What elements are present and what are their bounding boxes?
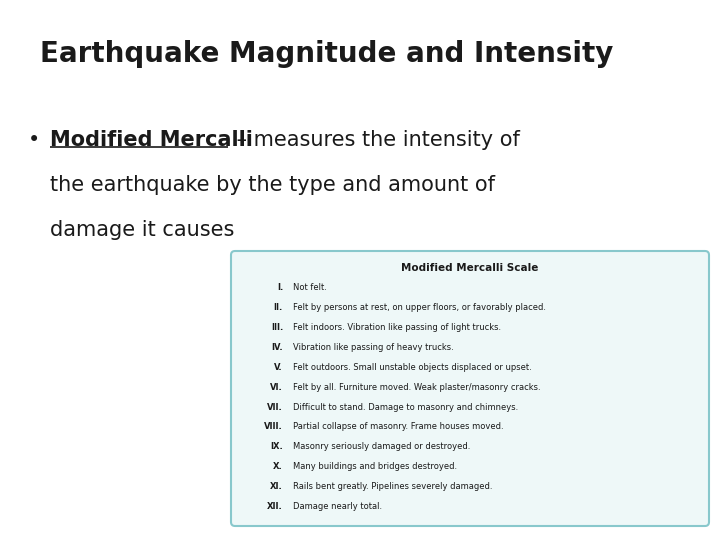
Text: Many buildings and bridges destroyed.: Many buildings and bridges destroyed. <box>293 462 457 471</box>
Text: Partial collapse of masonry. Frame houses moved.: Partial collapse of masonry. Frame house… <box>293 422 503 431</box>
Text: Rails bent greatly. Pipelines severely damaged.: Rails bent greatly. Pipelines severely d… <box>293 482 492 491</box>
Text: XII.: XII. <box>267 502 283 511</box>
Text: Felt by persons at rest, on upper floors, or favorably placed.: Felt by persons at rest, on upper floors… <box>293 303 546 312</box>
Text: XI.: XI. <box>270 482 283 491</box>
Text: IV.: IV. <box>271 343 283 352</box>
Text: damage it causes: damage it causes <box>50 220 235 240</box>
Text: VIII.: VIII. <box>264 422 283 431</box>
Text: Felt outdoors. Small unstable objects displaced or upset.: Felt outdoors. Small unstable objects di… <box>293 363 532 372</box>
Text: X.: X. <box>274 462 283 471</box>
Text: II.: II. <box>274 303 283 312</box>
Text: Masonry seriously damaged or destroyed.: Masonry seriously damaged or destroyed. <box>293 442 470 451</box>
Text: – measures the intensity of: – measures the intensity of <box>230 130 520 150</box>
Text: IX.: IX. <box>270 442 283 451</box>
Text: Vibration like passing of heavy trucks.: Vibration like passing of heavy trucks. <box>293 343 454 352</box>
Text: Modified Mercalli Scale: Modified Mercalli Scale <box>401 263 539 273</box>
Text: Felt by all. Furniture moved. Weak plaster/masonry cracks.: Felt by all. Furniture moved. Weak plast… <box>293 382 541 392</box>
Text: Earthquake Magnitude and Intensity: Earthquake Magnitude and Intensity <box>40 40 613 68</box>
FancyBboxPatch shape <box>231 251 709 526</box>
Text: Modified Mercalli: Modified Mercalli <box>50 130 253 150</box>
Text: Difficult to stand. Damage to masonry and chimneys.: Difficult to stand. Damage to masonry an… <box>293 402 518 411</box>
Text: Damage nearly total.: Damage nearly total. <box>293 502 382 511</box>
Text: V.: V. <box>274 363 283 372</box>
Text: Felt indoors. Vibration like passing of light trucks.: Felt indoors. Vibration like passing of … <box>293 323 501 332</box>
Text: III.: III. <box>271 323 283 332</box>
Text: VII.: VII. <box>267 402 283 411</box>
Text: the earthquake by the type and amount of: the earthquake by the type and amount of <box>50 175 495 195</box>
Text: VI.: VI. <box>270 382 283 392</box>
Text: •: • <box>28 130 40 150</box>
Text: Not felt.: Not felt. <box>293 283 327 292</box>
Text: I.: I. <box>276 283 283 292</box>
